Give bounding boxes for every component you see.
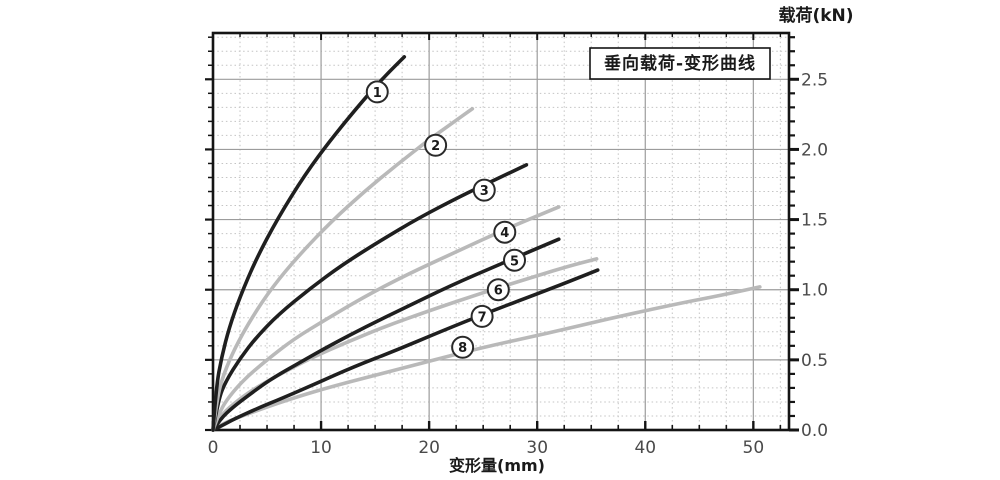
curve-2 [211, 106, 475, 432]
curve-label-number-7: 7 [478, 310, 487, 325]
curve-4 [211, 205, 561, 432]
curve-label-circle-6 [486, 278, 510, 302]
curve-3 [211, 163, 529, 432]
x-tick-label-10: 10 [310, 438, 332, 458]
x-tick-label-50: 50 [743, 438, 765, 458]
chart-title: 垂向载荷-变形曲线 [604, 53, 756, 74]
x-tick-label-40: 40 [634, 438, 656, 458]
curve-5 [211, 237, 561, 432]
curve-label-number-6: 6 [494, 284, 503, 299]
y-tick-label-0.5: 0.5 [801, 351, 828, 371]
x-tick-label-20: 20 [418, 438, 440, 458]
y-tick-label-1.5: 1.5 [801, 211, 828, 231]
curves [211, 55, 762, 432]
curve-label-circle-2 [424, 133, 448, 157]
curve-label-circle-7 [470, 304, 494, 328]
x-tick-label-0: 0 [208, 438, 219, 458]
y-axis-title: 载荷(kN) [778, 5, 853, 26]
curve-label-number-3: 3 [480, 184, 489, 199]
x-axis-title: 变形量(mm) [449, 456, 545, 475]
curve-label-circle-4 [493, 220, 517, 244]
curve-7 [211, 268, 600, 432]
curve-label-number-5: 5 [510, 254, 519, 269]
curve-label-number-4: 4 [500, 226, 509, 241]
chart-title-border [589, 47, 771, 80]
curve-label-circle-5 [503, 248, 527, 272]
curve-label-number-1: 1 [373, 86, 382, 101]
y-tick-label-2.5: 2.5 [801, 70, 828, 90]
curve-label-number-8: 8 [458, 341, 467, 356]
curve-1 [211, 55, 407, 432]
y-tick-label-1.0: 1.0 [801, 281, 828, 301]
chart-title-box: 垂向载荷-变形曲线 [589, 47, 771, 80]
x-tick-labels: 0 10 20 30 40 50 [208, 438, 765, 458]
x-tick-label-30: 30 [526, 438, 548, 458]
y-tick-labels: 0.0 0.5 1.0 1.5 2.0 2.5 [801, 70, 828, 441]
curve-label-circle-3 [472, 178, 496, 202]
curve-label-circle-1 [365, 80, 389, 104]
plot-frame [211, 31, 791, 432]
curve-label-circle-8 [451, 335, 475, 359]
y-tick-label-0.0: 0.0 [801, 421, 828, 441]
curve-label-number-2: 2 [431, 139, 440, 154]
curve-6 [211, 257, 599, 432]
minor-gridlines [213, 33, 789, 430]
y-tick-label-2.0: 2.0 [801, 140, 828, 160]
